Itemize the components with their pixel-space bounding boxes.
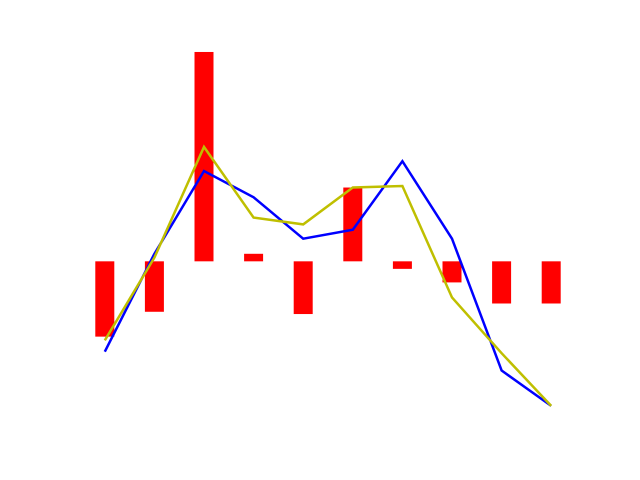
bar-8 (492, 261, 512, 304)
line-series-1 (103, 158, 552, 407)
bar-9 (541, 261, 561, 304)
bar-1 (144, 261, 164, 312)
bar-4 (293, 261, 313, 315)
bar-7 (442, 261, 462, 283)
bar-series (95, 51, 561, 337)
line-series-group (103, 144, 553, 407)
bar-2 (194, 51, 214, 262)
bar-0 (95, 261, 115, 337)
line-series-2 (103, 144, 553, 407)
bar-6 (392, 261, 412, 269)
bar-3 (244, 253, 264, 262)
bar-5 (343, 187, 363, 262)
